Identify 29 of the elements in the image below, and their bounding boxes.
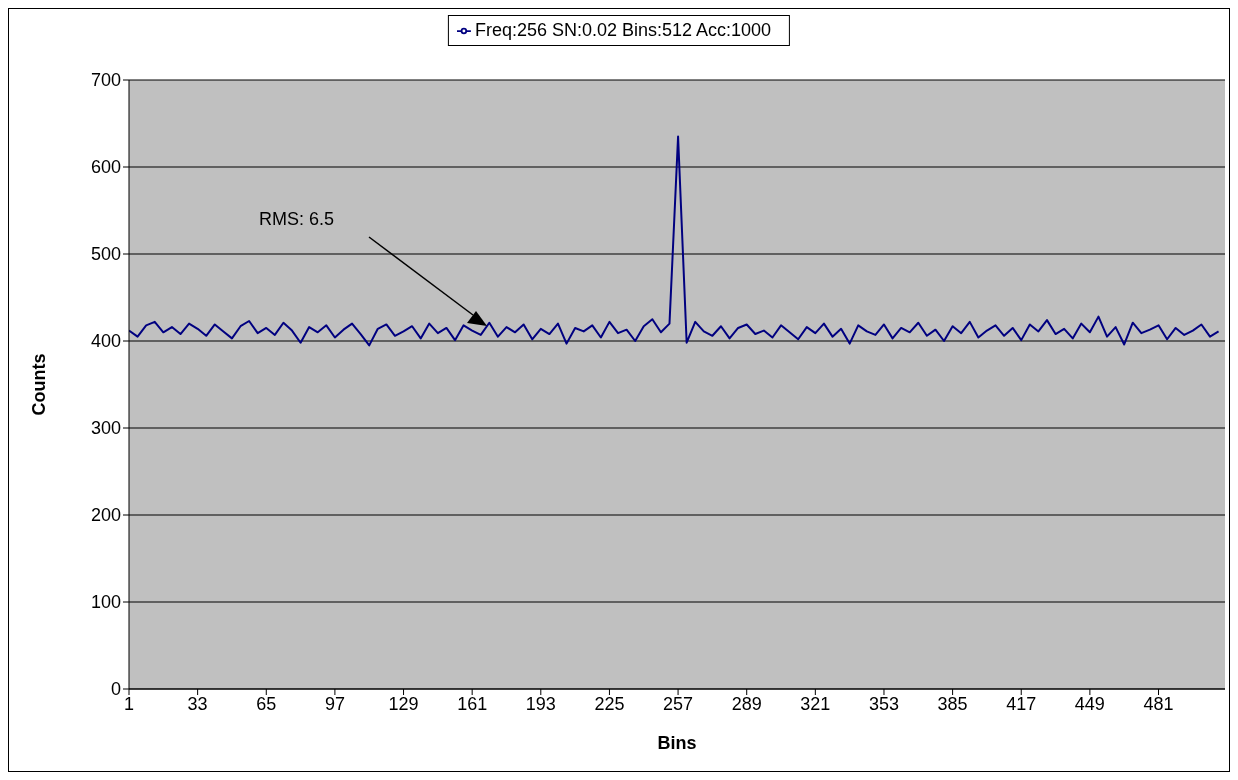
- y-tick-label: 0: [110, 679, 121, 700]
- x-tick-label: 225: [594, 693, 625, 714]
- x-tick-label: 321: [800, 693, 831, 714]
- x-tick-label: 1: [123, 693, 135, 714]
- line-series: [129, 135, 1220, 347]
- x-tick-label: 257: [663, 693, 694, 714]
- x-tick-label: 353: [868, 693, 899, 714]
- y-tick-label: 400: [90, 331, 121, 352]
- x-tick-label: 417: [1006, 693, 1037, 714]
- y-tick-label: 600: [90, 157, 121, 178]
- y-tick-label: 200: [90, 505, 121, 526]
- x-tick-label: 289: [731, 693, 762, 714]
- legend-label: Freq:256 SN:0.02 Bins:512 Acc:1000: [474, 20, 772, 40]
- x-tick-label: 33: [187, 693, 208, 714]
- y-tick-label: 100: [90, 592, 121, 613]
- y-tick-label: 300: [90, 418, 121, 439]
- y-tick-label: 500: [90, 244, 121, 265]
- x-axis-title: Bins: [657, 733, 697, 753]
- x-tick-label: 161: [457, 693, 488, 714]
- x-tick-label: 97: [324, 693, 345, 714]
- x-tick-label: 65: [256, 693, 277, 714]
- annotation: RMS: 6.5: [259, 209, 335, 230]
- x-tick-label: 481: [1143, 693, 1174, 714]
- x-tick-label: 449: [1074, 693, 1105, 714]
- x-tick-label: 129: [388, 693, 419, 714]
- y-tick-label: 700: [90, 70, 121, 91]
- x-tick-label: 385: [937, 693, 968, 714]
- x-tick-label: 193: [525, 693, 556, 714]
- y-axis-title: Counts: [29, 353, 50, 416]
